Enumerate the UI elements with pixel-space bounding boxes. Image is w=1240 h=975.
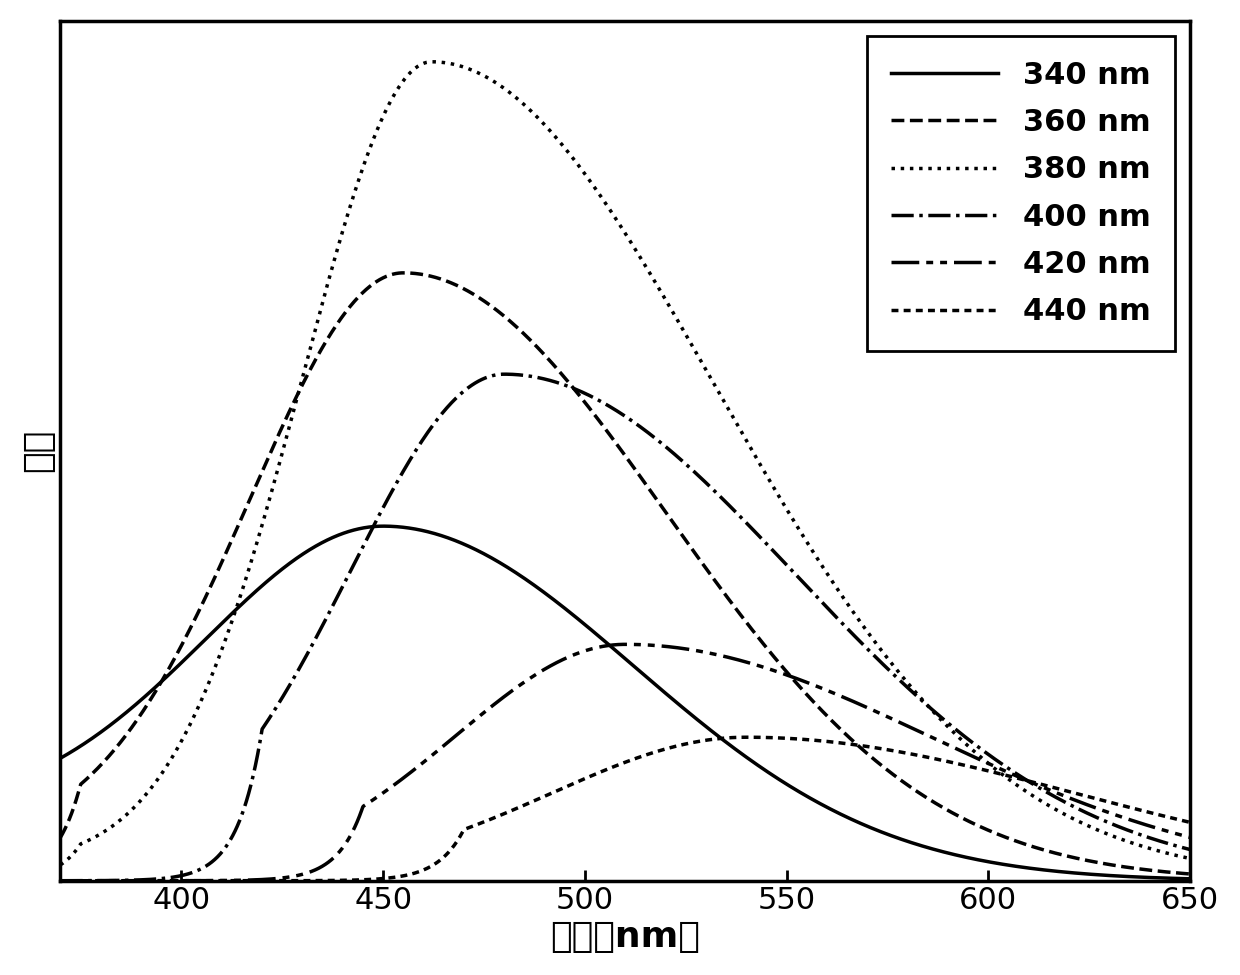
400 nm [573, 385, 588, 397]
400 nm [110, 875, 125, 886]
360 nm [396, 267, 410, 279]
380 nm [110, 816, 125, 828]
Line: 360 nm: 360 nm [61, 273, 1190, 874]
380 nm [1151, 845, 1166, 857]
440 nm [573, 775, 588, 787]
Y-axis label: 强度: 强度 [21, 429, 55, 473]
380 nm [573, 162, 588, 174]
420 nm [1151, 823, 1166, 835]
Line: 380 nm: 380 nm [61, 61, 1190, 865]
340 nm [944, 848, 959, 860]
360 nm [573, 391, 588, 403]
X-axis label: 波长（nm）: 波长（nm） [551, 920, 701, 955]
360 nm [944, 806, 959, 818]
340 nm [1151, 872, 1166, 883]
Line: 440 nm: 440 nm [61, 737, 1190, 880]
400 nm [496, 369, 511, 380]
420 nm [53, 875, 68, 886]
420 nm [1183, 832, 1198, 843]
440 nm [1151, 808, 1166, 820]
440 nm [739, 731, 754, 743]
360 nm [110, 739, 125, 751]
360 nm [1183, 868, 1198, 879]
340 nm [376, 521, 391, 532]
360 nm [53, 832, 68, 843]
440 nm [603, 762, 618, 774]
340 nm [110, 714, 125, 725]
380 nm [53, 859, 68, 871]
420 nm [1149, 823, 1164, 835]
340 nm [53, 753, 68, 764]
Line: 400 nm: 400 nm [61, 374, 1190, 880]
420 nm [110, 875, 125, 886]
400 nm [603, 401, 618, 412]
400 nm [944, 720, 959, 731]
400 nm [53, 875, 68, 886]
400 nm [1149, 835, 1164, 846]
380 nm [424, 56, 439, 67]
440 nm [110, 875, 125, 886]
340 nm [1183, 873, 1198, 884]
380 nm [1183, 853, 1198, 865]
380 nm [603, 205, 618, 216]
Legend: 340 nm, 360 nm, 380 nm, 400 nm, 420 nm, 440 nm: 340 nm, 360 nm, 380 nm, 400 nm, 420 nm, … [867, 36, 1174, 351]
360 nm [603, 430, 618, 442]
420 nm [573, 646, 588, 658]
420 nm [618, 639, 632, 650]
440 nm [944, 757, 959, 768]
440 nm [1149, 808, 1164, 820]
360 nm [1151, 865, 1166, 877]
360 nm [1149, 865, 1164, 877]
420 nm [944, 740, 959, 752]
340 nm [603, 640, 618, 651]
380 nm [944, 723, 959, 735]
Line: 420 nm: 420 nm [61, 644, 1190, 880]
400 nm [1151, 835, 1166, 846]
380 nm [1149, 844, 1164, 856]
440 nm [1183, 816, 1198, 828]
340 nm [573, 615, 588, 627]
400 nm [1183, 843, 1198, 855]
440 nm [53, 875, 68, 886]
Line: 340 nm: 340 nm [61, 526, 1190, 878]
420 nm [603, 640, 618, 651]
340 nm [1149, 872, 1164, 883]
